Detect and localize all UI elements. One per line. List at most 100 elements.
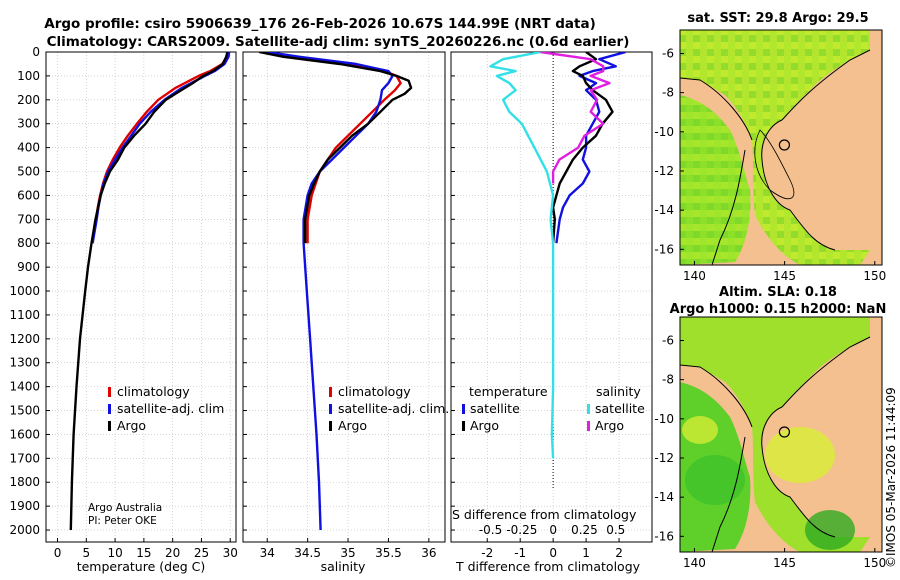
s-difference-label: S difference from climatology	[452, 507, 637, 522]
annotation-pi: PI: Peter OKE	[88, 515, 157, 527]
legend-swatch-climatology-s	[329, 387, 332, 397]
x-tick-label: -2	[481, 546, 493, 560]
map-x-tick-label: 140	[683, 556, 706, 570]
x-tick-label: 35.5	[375, 546, 402, 560]
map-y-tick-label: -16	[654, 529, 674, 543]
difference-axes	[450, 51, 653, 543]
x-tick-label: 5	[82, 546, 90, 560]
legend-header-temperature: temperature	[469, 384, 548, 399]
s-tick-label: -0.5	[479, 523, 502, 537]
t-difference-xlabel: T difference from climatology	[455, 559, 641, 574]
map-y-tick-label: -8	[662, 373, 674, 387]
legend-swatch-s-argo	[587, 421, 590, 431]
altimetry-title-2: Argo h1000: 0.15 h2000: NaN	[670, 302, 887, 317]
map-x-tick-label: 150	[863, 269, 886, 283]
salinity-axes	[242, 51, 446, 543]
sst-map: sat. SST: 29.8 Argo: 29.5 140 145 150 -6 -8 -…	[654, 11, 886, 283]
series-line-salinity-satellite	[489, 52, 555, 459]
x-tick-label: 34	[260, 546, 275, 560]
depth-tick-label: 300	[17, 117, 40, 131]
float-marker-sst	[778, 139, 791, 151]
depth-tick-label: 400	[17, 141, 40, 155]
depth-tick-label: 1900	[9, 499, 40, 513]
map-y-tick-label: -8	[662, 86, 674, 100]
legend-label-argo: Argo	[117, 418, 146, 433]
x-tick-label: 1	[582, 546, 590, 560]
depth-tick-label: 0	[32, 45, 40, 59]
legend-swatch-satellite	[108, 404, 111, 414]
figure-title-line2: Climatology: CARS2009. Satellite-adj cli…	[47, 34, 630, 50]
depth-tick-label: 100	[17, 69, 40, 83]
x-tick-label: 10	[107, 546, 122, 560]
legend-swatch-satellite-s	[329, 404, 332, 414]
x-tick-label: 30	[223, 546, 238, 560]
map-x-tick-label: 140	[683, 269, 706, 283]
map-y-tick-label: -16	[654, 242, 674, 256]
map-y-tick-label: -6	[662, 47, 674, 61]
s-tick-label: 0.5	[606, 523, 625, 537]
legend-label-climatology-s: climatology	[338, 384, 411, 399]
legend-label-argo-s: Argo	[338, 418, 367, 433]
series-line-salinity-argo	[540, 52, 611, 184]
imos-watermark: ©IMOS 05-Mar-2026 11:44:09	[884, 387, 898, 568]
depth-tick-label: 1500	[9, 404, 40, 418]
map-y-tick-label: -14	[654, 490, 674, 504]
temperature-panel: 0 5 10 15 20 25 30 0 100 200 300 400 500 600 700 800 90…	[9, 45, 237, 574]
depth-tick-label: 1300	[9, 356, 40, 370]
depth-tick-label: 800	[17, 236, 40, 250]
depth-tick-label: 200	[17, 93, 40, 107]
map-y-tick-label: -6	[662, 334, 674, 348]
sst-map-frame	[679, 29, 883, 266]
s-tick-label: -0.25	[506, 523, 537, 537]
x-tick-label: 36	[421, 546, 436, 560]
figure-title-line1: Argo profile: csiro 5906639_176 26-Feb-2…	[44, 16, 595, 32]
depth-tick-label: 1600	[9, 427, 40, 441]
legend-label-climatology: climatology	[117, 384, 190, 399]
depth-tick-label: 1100	[9, 308, 40, 322]
legend-label-t-satellite: satellite	[470, 401, 520, 416]
legend-swatch-t-argo	[462, 421, 465, 431]
altimetry-map-frame	[679, 316, 883, 553]
depth-tick-label: 1000	[9, 284, 40, 298]
annotation-argo-australia: Argo Australia	[88, 502, 162, 514]
series-line-temperature-satellite	[555, 52, 626, 244]
map-x-tick-label: 150	[863, 556, 886, 570]
altimetry-map: Altim. SLA: 0.18 Argo h1000: 0.15 h2000:…	[654, 285, 886, 570]
depth-tick-label: 900	[17, 260, 40, 274]
legend-swatch-climatology	[108, 387, 111, 397]
sst-map-title: sat. SST: 29.8 Argo: 29.5	[687, 11, 868, 26]
x-tick-label: -1	[514, 546, 526, 560]
altimetry-ocean-north	[680, 317, 870, 552]
s-tick-label: 0	[549, 523, 557, 537]
map-y-tick-label: -12	[654, 164, 674, 178]
altimetry-title-1: Altim. SLA: 0.18	[719, 285, 837, 300]
depth-tick-label: 700	[17, 212, 40, 226]
salinity-xlabel: salinity	[321, 559, 366, 574]
depth-tick-label: 1400	[9, 380, 40, 394]
float-marker-altimetry	[778, 426, 791, 438]
x-tick-label: 2	[615, 546, 623, 560]
x-tick-label: 15	[136, 546, 151, 560]
legend-label-s-argo: Argo	[595, 418, 624, 433]
legend-label-satellite-s: satellite-adj. clim.	[338, 401, 449, 416]
legend-swatch-s-satellite	[587, 404, 590, 414]
map-y-tick-label: -12	[654, 451, 674, 465]
salinity-panel: 34 34.5 35 35.5 36 salinity climatology sate…	[242, 51, 449, 574]
map-x-tick-label: 145	[773, 556, 796, 570]
x-tick-label: 0	[54, 546, 62, 560]
legend-label-satellite: satellite-adj. clim	[117, 401, 224, 416]
x-tick-label: 25	[194, 546, 209, 560]
map-y-tick-label: -14	[654, 203, 674, 217]
temperature-xlabel: temperature (deg C)	[77, 559, 206, 574]
depth-tick-label: 2000	[9, 523, 40, 537]
x-tick-label: 35	[340, 546, 355, 560]
legend-header-salinity: salinity	[596, 384, 641, 399]
x-tick-label: 0	[549, 546, 557, 560]
series-line-argo	[69, 52, 229, 531]
depth-tick-label: 1200	[9, 332, 40, 346]
map-y-tick-label: -10	[654, 125, 674, 139]
legend-label-s-satellite: satellite	[595, 401, 645, 416]
legend-swatch-argo-s	[329, 421, 332, 431]
legend-swatch-argo	[108, 421, 111, 431]
